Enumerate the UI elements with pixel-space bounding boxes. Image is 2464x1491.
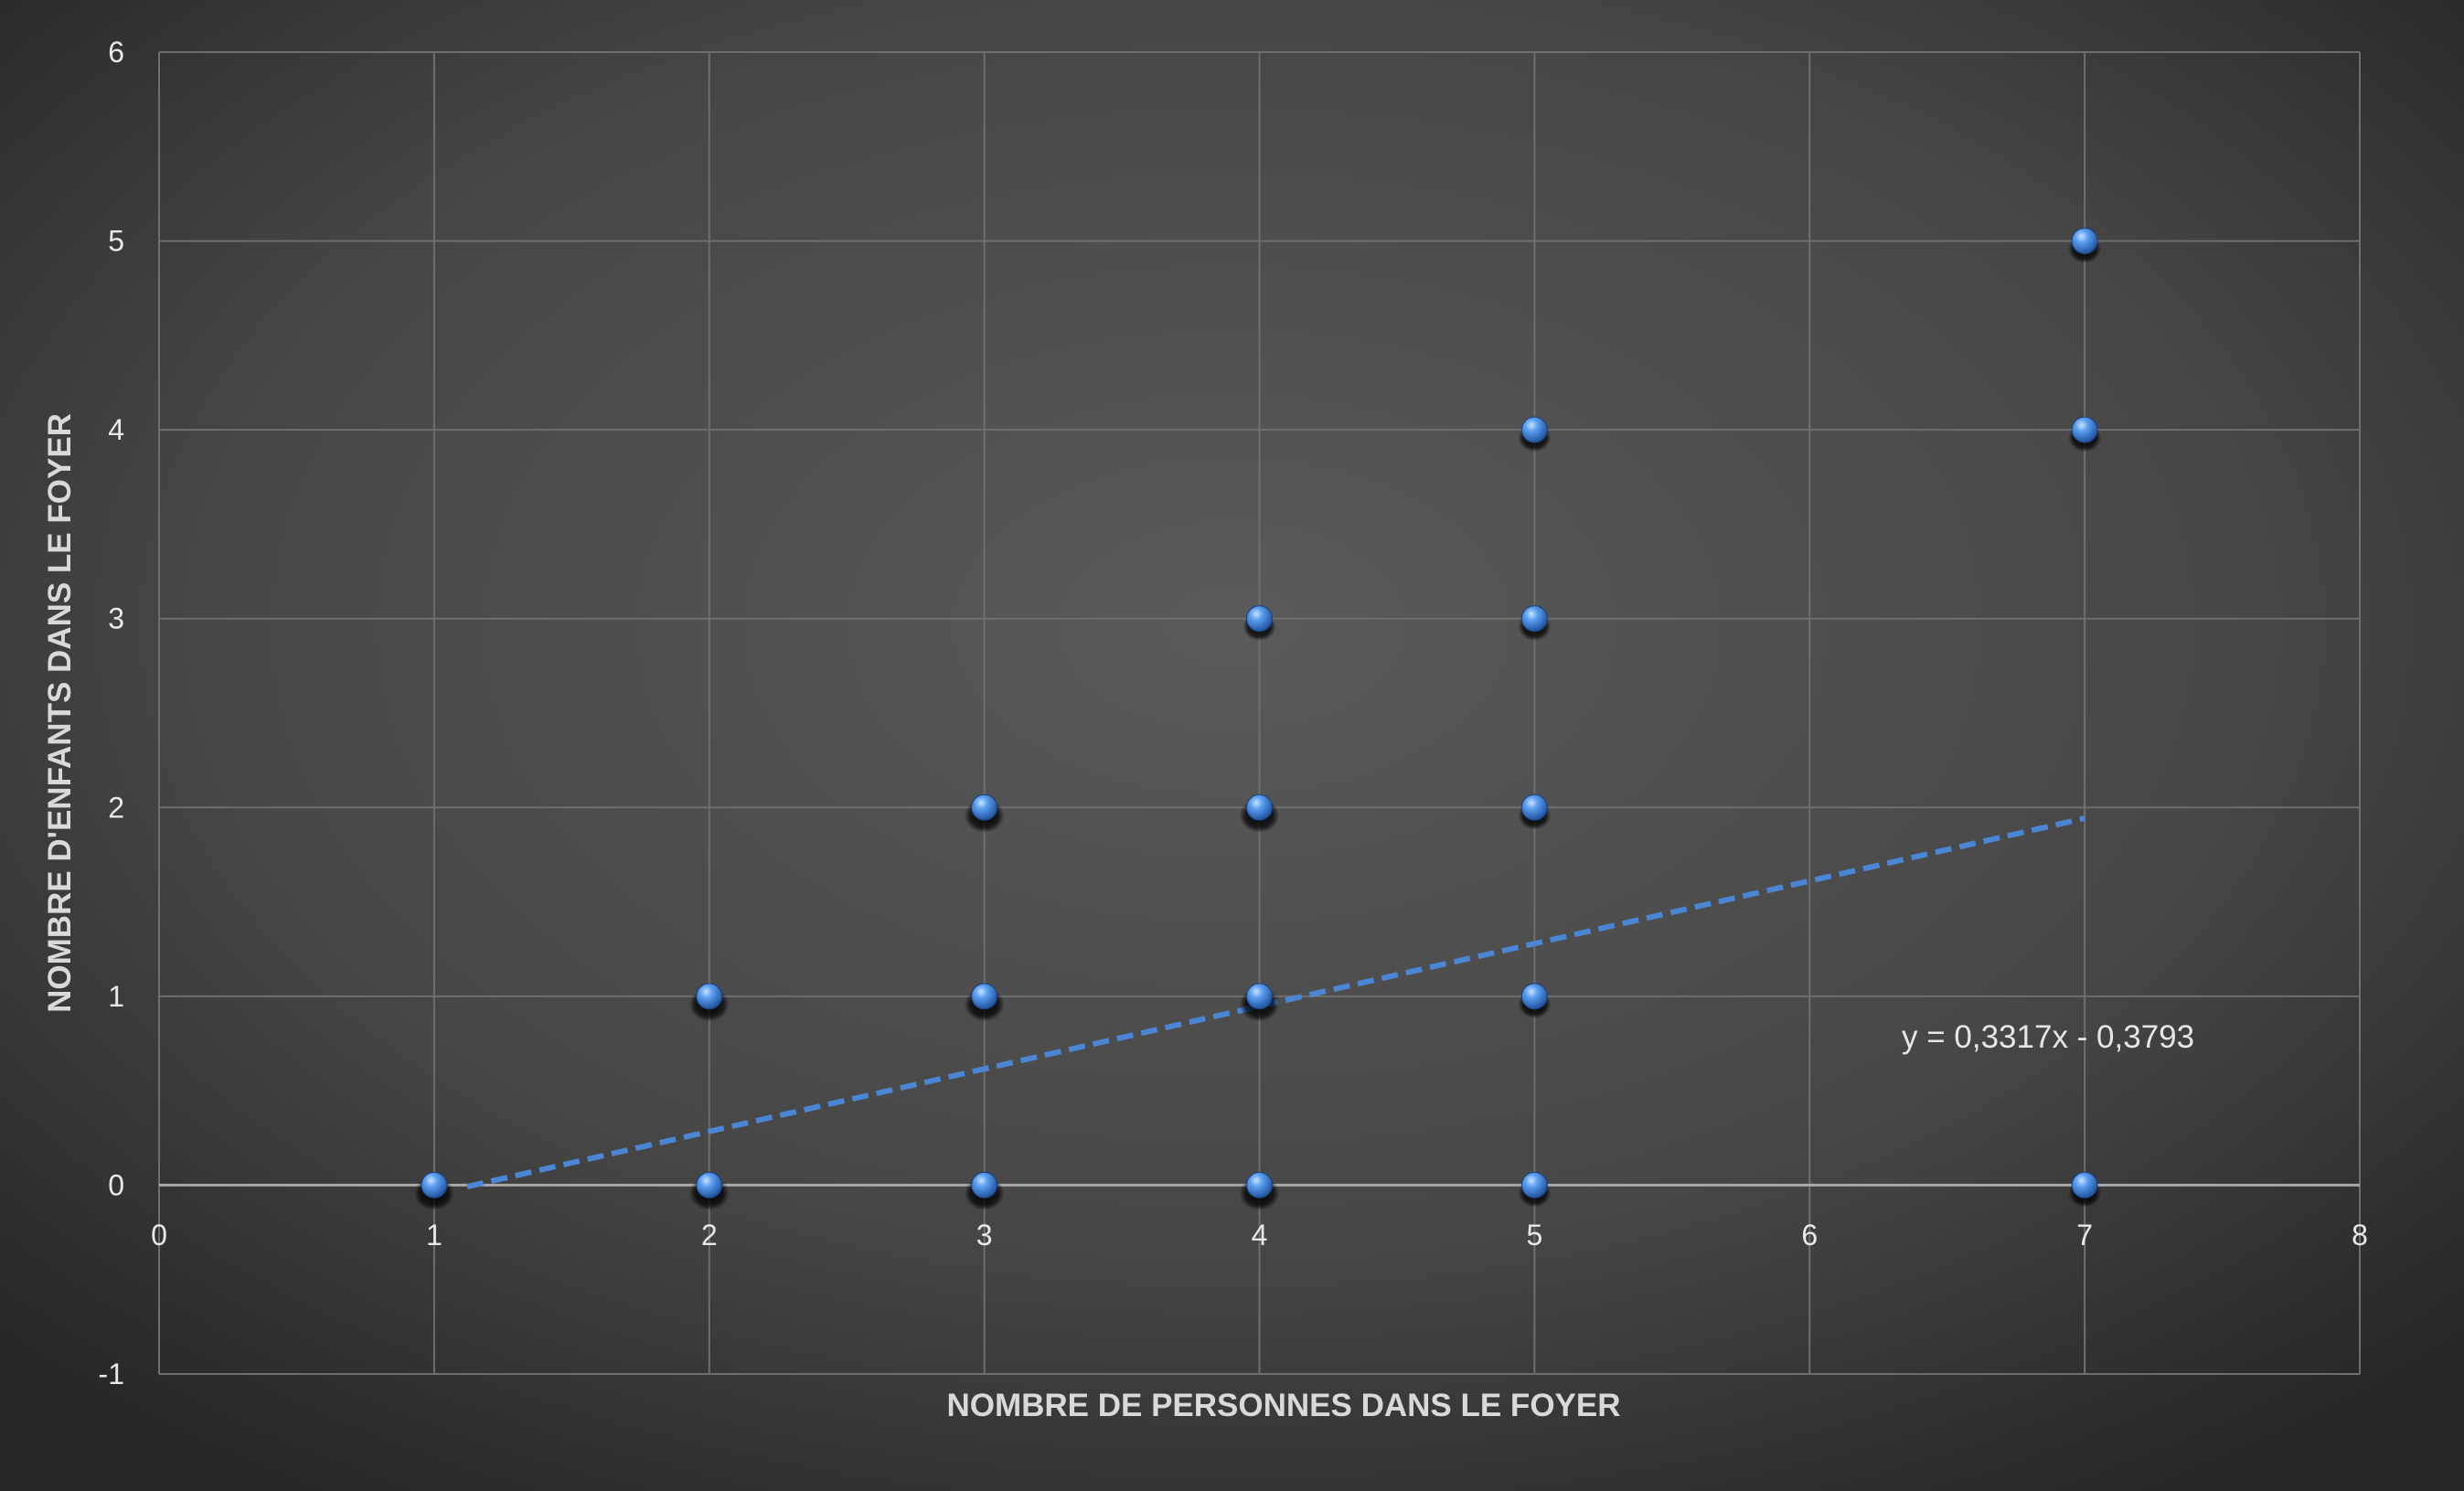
x-axis-title: NOMBRE DE PERSONNES DANS LE FOYER [946,1388,1620,1423]
data-point-marker [2071,228,2098,255]
data-point-marker [2071,416,2098,443]
y-tick-label: 1 [108,980,124,1013]
x-tick-label: 1 [426,1219,443,1251]
y-axis-title: NOMBRE D'ENFANTS DANS LE FOYER [42,413,78,1013]
y-tick-label: 3 [108,602,124,635]
data-point-marker [1520,1171,1548,1198]
y-tick-label: 2 [108,791,124,824]
data-point-marker [1246,1171,1273,1198]
data-point [1518,1171,1552,1208]
y-tick-label: 4 [108,413,124,446]
data-point [1518,793,1552,830]
data-point [1239,983,1280,1022]
data-point [1243,605,1276,642]
data-point-marker [971,1171,998,1198]
y-tick-label: 5 [108,225,124,258]
x-tick-label: 2 [701,1219,718,1251]
data-point-marker [1520,793,1548,821]
data-point [1518,605,1552,642]
x-tick-label: 8 [2352,1219,2368,1251]
x-tick-label: 5 [1526,1219,1542,1251]
data-point-marker [1520,605,1548,633]
data-point [964,1171,1005,1211]
data-point [1518,983,1552,1019]
data-point [1239,793,1280,833]
data-point [1518,416,1552,453]
data-point-marker [2071,1171,2098,1198]
data-points [413,228,2102,1211]
data-point-marker [1246,793,1273,821]
data-point-marker [1520,416,1548,443]
data-point [964,983,1005,1022]
data-point-marker [971,983,998,1010]
data-point [413,1171,454,1211]
data-point-marker [696,1171,723,1198]
y-tick-label: 6 [108,36,124,69]
data-point [2068,228,2102,263]
data-point-marker [696,983,723,1010]
data-point-marker [971,793,998,821]
y-tick-label: -1 [99,1358,124,1390]
data-point-marker [1246,983,1273,1010]
x-tick-label: 3 [976,1219,993,1251]
data-point [1239,1171,1280,1211]
y-tick-label: 0 [108,1168,124,1201]
data-point-marker [1246,605,1273,633]
data-point [688,983,730,1022]
data-point [2068,1171,2102,1208]
x-tick-label: 7 [2076,1219,2093,1251]
data-point [688,1171,730,1211]
data-point [2068,416,2102,453]
data-point-marker [421,1171,448,1198]
x-tick-label: 0 [151,1219,167,1251]
trendline-equation: y = 0,3317x - 0,3793 [1902,1019,2194,1055]
x-tick-label: 4 [1252,1219,1268,1251]
data-point [964,793,1005,833]
data-point-marker [1520,983,1548,1010]
x-tick-label: 6 [1801,1219,1818,1251]
tick-labels: 0 1 2 3 4 5 6 7 8 -1 0 1 2 3 4 5 6 [99,36,2368,1390]
